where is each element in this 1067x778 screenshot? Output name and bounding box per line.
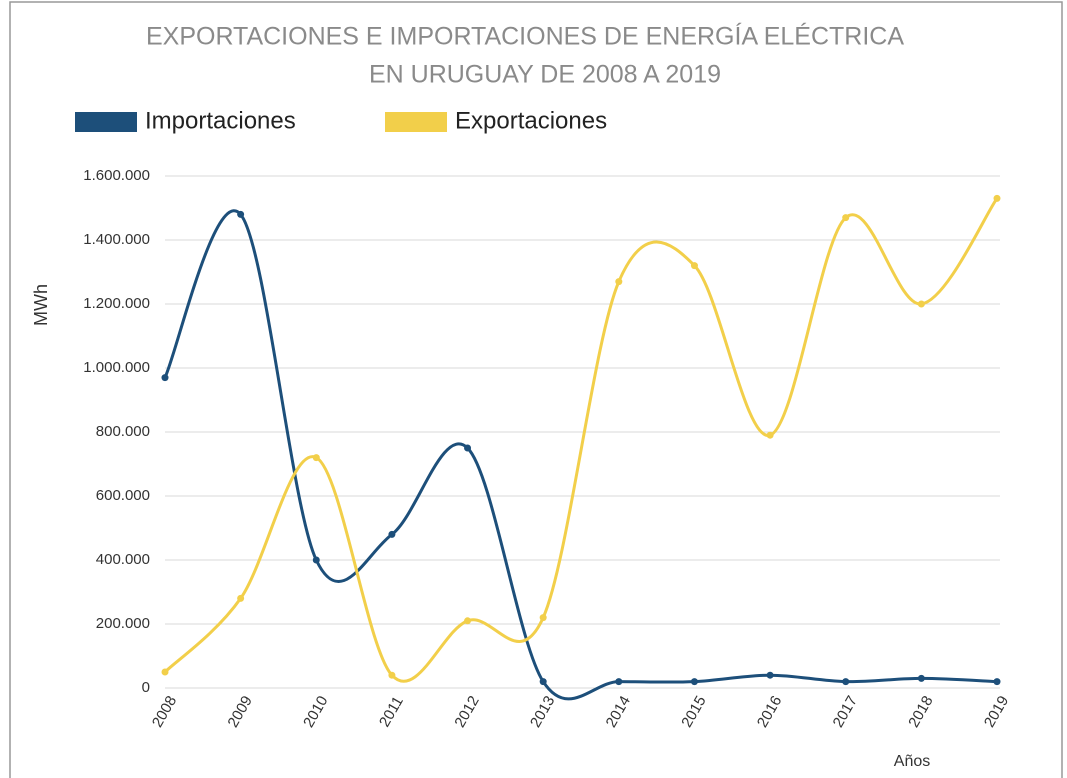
series-line: [163, 209, 998, 701]
point: [690, 678, 698, 686]
point: [312, 556, 320, 564]
point: [161, 668, 169, 676]
y-axis-label: MWh: [31, 284, 51, 326]
y-tick-label: 0: [142, 679, 150, 696]
point: [690, 262, 698, 270]
point: [615, 678, 623, 686]
point: [917, 674, 925, 682]
point: [842, 214, 850, 222]
x-tick-label: 2016: [754, 693, 785, 730]
x-tick-label: 2017: [830, 693, 861, 730]
y-tick-label: 800.000: [96, 423, 150, 440]
point: [766, 431, 774, 439]
x-tick-label: 2012: [451, 693, 482, 730]
x-tick-label: 2015: [678, 693, 709, 730]
x-axis-label: Años: [894, 753, 930, 770]
legend-label: Exportaciones: [455, 107, 607, 134]
point: [615, 278, 623, 286]
x-tick-label: 2008: [149, 693, 180, 730]
point: [388, 671, 396, 679]
point: [766, 671, 774, 679]
x-tick-label: 2011: [376, 694, 407, 730]
y-tick-label: 1.400.000: [83, 231, 150, 248]
point: [237, 210, 245, 218]
point: [539, 678, 547, 686]
point: [464, 444, 472, 452]
point: [312, 454, 320, 462]
chart-title: EN URUGUAY DE 2008 A 2019: [369, 61, 721, 89]
legend-swatch: [75, 112, 137, 132]
x-tick-label: 2018: [905, 693, 936, 730]
legend-swatch: [385, 112, 447, 132]
y-tick-label: 1.600.000: [83, 167, 150, 184]
point: [161, 374, 169, 382]
point: [388, 530, 396, 538]
x-tick-label: 2014: [603, 693, 634, 730]
y-tick-label: 200.000: [96, 615, 150, 632]
x-tick-label: 2019: [981, 693, 1012, 730]
point: [464, 617, 472, 625]
chart-title: EXPORTACIONES E IMPORTACIONES DE ENERGÍA…: [146, 22, 904, 51]
point: [993, 678, 1001, 686]
point: [842, 678, 850, 686]
y-tick-label: 1.000.000: [83, 359, 150, 376]
point: [237, 594, 245, 602]
point: [539, 614, 547, 622]
point: [917, 300, 925, 308]
legend-label: Importaciones: [145, 107, 296, 134]
y-tick-label: 600.000: [96, 487, 150, 504]
x-tick-label: 2013: [527, 693, 558, 730]
y-tick-label: 1.200.000: [83, 295, 150, 312]
frame: [9, 1, 1063, 778]
point: [993, 194, 1001, 202]
x-tick-label: 2010: [300, 693, 331, 730]
x-tick-label: 2009: [224, 693, 255, 730]
y-tick-label: 400.000: [96, 551, 150, 568]
